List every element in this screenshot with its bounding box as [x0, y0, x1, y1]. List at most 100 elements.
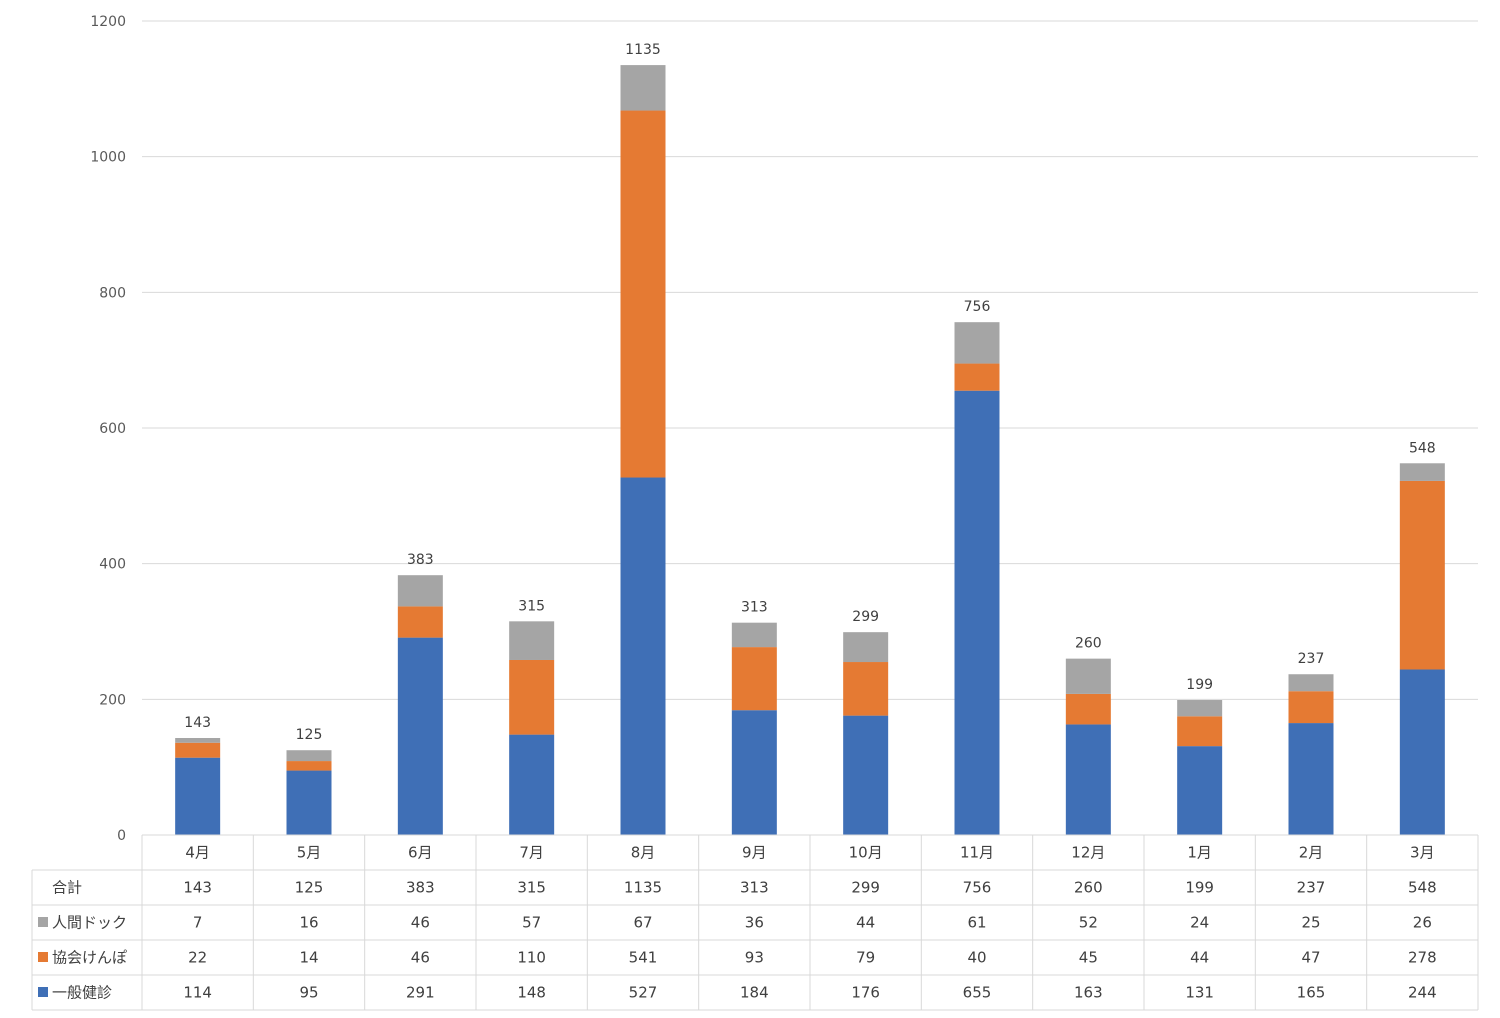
bar-segment: [1177, 746, 1223, 835]
x-tick-label: 10月: [849, 844, 883, 862]
bar-segment: [1288, 723, 1334, 835]
bar-segment: [1399, 669, 1445, 835]
table-cell: 61: [967, 914, 986, 932]
y-tick-label: 400: [99, 557, 126, 573]
y-tick-label: 0: [117, 828, 126, 844]
bars: [175, 65, 1445, 835]
table-cell: 16: [299, 914, 318, 932]
table-cell: 291: [406, 984, 435, 1002]
table-cell: 36: [745, 914, 764, 932]
table-cell: 67: [633, 914, 652, 932]
bar-segment: [731, 710, 777, 835]
legend-key: [38, 952, 48, 962]
bar-segment: [954, 390, 1000, 835]
table-cell: 45: [1079, 949, 1098, 967]
table-cell: 163: [1074, 984, 1103, 1002]
table-cell: 25: [1301, 914, 1320, 932]
x-tick-label: 2月: [1299, 844, 1324, 862]
y-tick-label: 600: [99, 421, 126, 437]
table-cell: 165: [1297, 984, 1326, 1002]
legend-key: [38, 987, 48, 997]
bar-segment: [843, 632, 889, 663]
table-cell: 57: [522, 914, 541, 932]
total-data-label: 237: [1298, 651, 1325, 667]
bar-segment: [620, 110, 666, 478]
table-cell: 79: [856, 949, 875, 967]
x-tick-label: 6月: [408, 844, 433, 862]
total-data-label: 199: [1186, 677, 1213, 693]
bar-segment: [175, 737, 221, 743]
table-cell: 7: [193, 914, 203, 932]
x-tick-label: 9月: [742, 844, 767, 862]
total-data-label: 260: [1075, 636, 1102, 652]
table-cell: 110: [517, 949, 546, 967]
bar-segment: [954, 363, 1000, 391]
table-cell: 14: [299, 949, 318, 967]
bar-segment: [509, 621, 555, 660]
table-cell: 184: [740, 984, 769, 1002]
bar-segment: [397, 637, 443, 835]
bar-segment: [397, 606, 443, 638]
table-cell: 93: [745, 949, 764, 967]
bar-segment: [1177, 700, 1223, 717]
x-tick-label: 4月: [185, 844, 210, 862]
table-cell: 26: [1413, 914, 1432, 932]
bar-segment: [843, 715, 889, 835]
bar-segment: [286, 770, 332, 835]
table-cell: 131: [1185, 984, 1214, 1002]
table-cell: 24: [1190, 914, 1209, 932]
bar-segment: [1399, 463, 1445, 481]
y-tick-label: 200: [99, 692, 126, 708]
totals-row-label: 合計: [52, 879, 82, 897]
total-data-label: 125: [296, 727, 323, 743]
bar-segment: [1065, 658, 1111, 694]
total-data-labels: 143 125 383 315 1135 313 299 756 260 199 237 548: [184, 42, 1435, 743]
total-data-label: 299: [852, 609, 879, 625]
total-data-label: 315: [518, 598, 545, 614]
total-data-label: 548: [1409, 440, 1436, 456]
bar-segment: [175, 742, 221, 758]
table-cell: 44: [856, 914, 875, 932]
table-cell: 527: [629, 984, 658, 1002]
table-cell: 299: [851, 879, 880, 897]
bar-segment: [286, 750, 332, 762]
table-cell: 22: [188, 949, 207, 967]
x-tick-label: 7月: [519, 844, 544, 862]
table-cell: 176: [851, 984, 880, 1002]
table-cell: 125: [295, 879, 324, 897]
bar-segment: [1288, 674, 1334, 692]
table-cell: 47: [1301, 949, 1320, 967]
bar-segment: [175, 757, 221, 835]
table-cell: 278: [1408, 949, 1437, 967]
table-cell: 143: [183, 879, 212, 897]
bar-segment: [286, 761, 332, 771]
x-tick-label: 8月: [631, 844, 656, 862]
table-cell: 655: [963, 984, 992, 1002]
table-cell: 52: [1079, 914, 1098, 932]
bar-segment: [620, 65, 666, 111]
table-cell: 244: [1408, 984, 1437, 1002]
x-tick-label: 3月: [1410, 844, 1435, 862]
table-cell: 313: [740, 879, 769, 897]
bar-segment: [509, 734, 555, 835]
table-cell: 548: [1408, 879, 1437, 897]
table-cell: 260: [1074, 879, 1103, 897]
bar-segment: [397, 575, 443, 607]
total-data-label: 756: [964, 299, 991, 315]
y-tick-label: 1000: [90, 150, 126, 166]
grid-lines: [142, 20, 1478, 836]
legend-key: [38, 917, 48, 927]
bar-segment: [843, 662, 889, 716]
bar-segment: [1399, 480, 1445, 670]
y-tick-label: 1200: [90, 14, 126, 30]
x-tick-label: 1月: [1187, 844, 1212, 862]
table-cell: 95: [299, 984, 318, 1002]
legend-label: 協会けんぽ: [52, 949, 127, 967]
bar-segment: [509, 659, 555, 735]
table-cell: 1135: [624, 879, 662, 897]
table-cell: 199: [1185, 879, 1214, 897]
x-tick-label: 11月: [960, 844, 994, 862]
bar-segment: [731, 647, 777, 711]
